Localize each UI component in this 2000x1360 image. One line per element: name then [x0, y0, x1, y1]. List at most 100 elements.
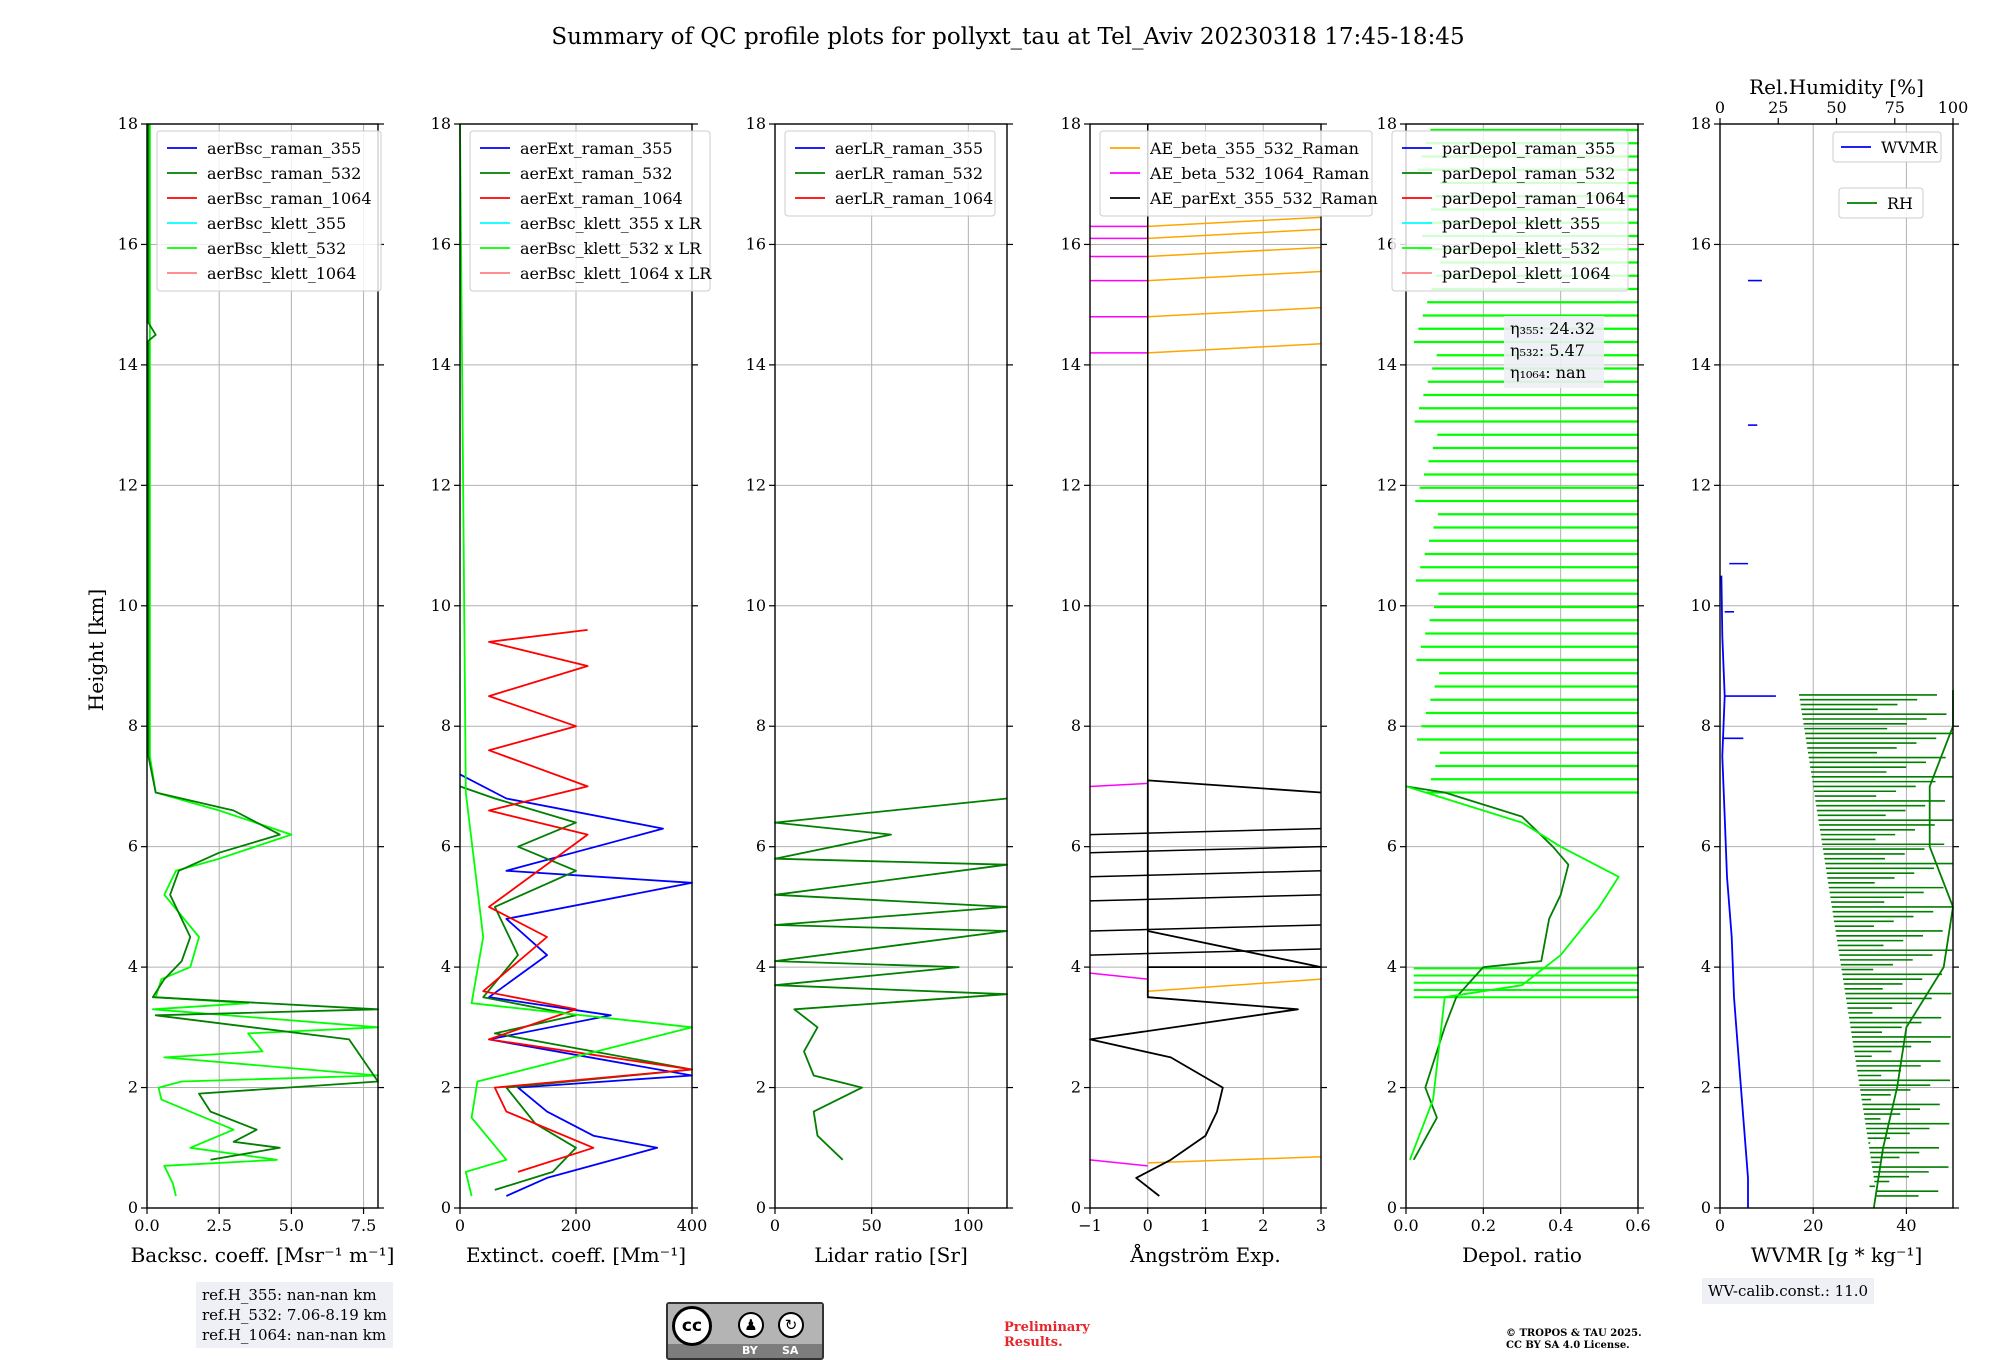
y-tick-label: 12 [746, 475, 766, 494]
y-tick-label: 0 [1701, 1198, 1711, 1217]
ae-black-segment [1089, 948, 1322, 956]
y-tick-label: 16 [746, 234, 766, 253]
x-tick-label: 1 [1200, 1216, 1210, 1235]
y-tick-label: 10 [431, 596, 451, 615]
series-aerExt_raman_1064 [482, 629, 693, 1173]
y-tick-label: 4 [1701, 957, 1711, 976]
legend-box [469, 130, 711, 292]
top-x-tick-label: 50 [1826, 98, 1846, 117]
y-tick-label: 6 [128, 837, 138, 856]
ae-orange-segment [1147, 1156, 1322, 1164]
y-tick-label: 2 [441, 1078, 451, 1097]
y-tick-label: 12 [118, 475, 138, 494]
ref-h-1064: ref.H_1064: nan-nan km [202, 1326, 387, 1344]
x-tick-label: 0 [770, 1216, 780, 1235]
panel-lr: 0 2 4 6 8 10 12 14 16 18 0 50 100 Lidar ratio [Sr] aer… [746, 114, 1013, 1267]
legend-label: aerBsc_raman_532 [207, 164, 361, 183]
legend-label: AE_beta_532_1064_Raman [1149, 164, 1369, 183]
legend-label: parDepol_klett_355 [1442, 214, 1600, 233]
x-tick-label: 200 [561, 1216, 592, 1235]
y-tick-label: 2 [128, 1078, 138, 1097]
legend-label: aerBsc_klett_532 [207, 239, 346, 258]
x-axis-label: Depol. ratio [1462, 1243, 1582, 1267]
by-attribution-icon: ♟ [738, 1312, 764, 1338]
y-tick-label: 18 [431, 114, 451, 133]
y-tick-label: 14 [746, 355, 766, 374]
y-tick-label: 0 [1387, 1198, 1397, 1217]
ae-magenta-segment [1089, 1159, 1148, 1167]
legend-label: AE_beta_355_532_Raman [1149, 139, 1359, 158]
legend-label: RH [1887, 194, 1913, 213]
ae-orange-segment [1147, 978, 1322, 992]
preliminary-line-2: Results. [1004, 1335, 1063, 1350]
x-tick-label: 20 [1803, 1216, 1823, 1235]
top-x-tick-label: 100 [1938, 98, 1969, 117]
y-tick-label: 10 [118, 596, 138, 615]
y-tick-label: 16 [431, 234, 451, 253]
series-WVMR [1720, 575, 1749, 1208]
top-x-tick-label: 25 [1768, 98, 1788, 117]
ae-magenta-segment [1089, 782, 1148, 788]
x-tick-label: 0.4 [1548, 1216, 1573, 1235]
ae-magenta-segment [1089, 972, 1148, 980]
y-tick-label: 4 [1071, 957, 1081, 976]
y-tick-label: 12 [1061, 475, 1081, 494]
y-tick-label: 6 [1701, 837, 1711, 856]
legend-label: aerExt_raman_355 [520, 139, 673, 158]
axes-frame [774, 123, 1008, 1209]
legend-label: aerBsc_klett_355 [207, 214, 346, 233]
series-aerBsc_raman_532 [147, 124, 379, 1161]
copyright-line-1: © TROPOS & TAU 2025. [1506, 1328, 1642, 1339]
eta-annotation-box [1504, 316, 1604, 388]
reference-height-box: ref.H_355: nan-nan km ref.H_532: 7.06-8.… [196, 1282, 393, 1348]
legend-label: parDepol_raman_355 [1442, 139, 1615, 158]
x-tick-label: 0 [1715, 1216, 1725, 1235]
y-tick-label: 2 [1701, 1078, 1711, 1097]
ae-black-segment [1089, 827, 1322, 836]
y-tick-label: 2 [1387, 1078, 1397, 1097]
y-tick-label: 12 [1377, 475, 1397, 494]
ref-h-355: ref.H_355: nan-nan km [202, 1286, 377, 1304]
x-tick-label: 0.2 [1471, 1216, 1496, 1235]
series-aerBsc_klett_532 x LR [459, 123, 693, 1197]
y-tick-label: 10 [746, 596, 766, 615]
axes-frame [1405, 123, 1639, 1209]
ae-black-segment [1089, 924, 1322, 932]
y-tick-label: 0 [128, 1198, 138, 1217]
wv-calib-const: WV-calib.const.: 11.0 [1708, 1282, 1869, 1300]
x-tick-label: −1 [1078, 1216, 1102, 1235]
legend-label: aerBsc_klett_532 x LR [520, 239, 702, 258]
series-aerLR_raman_532 [774, 797, 1008, 1161]
y-axis-label: Height [km] [84, 589, 108, 711]
x-tick-label: 0.0 [134, 1216, 159, 1235]
y-tick-label: 6 [756, 837, 766, 856]
ae-black-segment [1089, 845, 1322, 854]
y-tick-label: 16 [1691, 234, 1711, 253]
y-tick-label: 0 [441, 1198, 451, 1217]
x-tick-label: 0.0 [1393, 1216, 1418, 1235]
legend-label: aerBsc_raman_355 [207, 139, 361, 158]
legend-label: aerLR_raman_355 [835, 139, 983, 158]
cc-icon: cc [672, 1306, 712, 1346]
legend-label: aerLR_raman_532 [835, 164, 983, 183]
legend-box [1838, 187, 1924, 219]
y-tick-label: 6 [1071, 837, 1081, 856]
ae-orange-segment [1147, 306, 1322, 318]
x-tick-label: 0 [1143, 1216, 1153, 1235]
panel-ext: 0 2 4 6 8 10 12 14 16 18 0 200 400 Extinct. coeff. [M… [431, 114, 713, 1267]
legend-box [784, 130, 996, 217]
legend-label: AE_parExt_355_532_Raman [1149, 189, 1378, 208]
panel-bsc: 0 2 4 6 8 10 12 14 16 18 0.0 2.5 5.0 7.5 Backsc. coeff… [118, 114, 395, 1267]
y-tick-label: 12 [431, 475, 451, 494]
y-tick-label: 4 [128, 957, 138, 976]
legend-label: aerLR_raman_1064 [835, 189, 993, 208]
y-tick-label: 0 [756, 1198, 766, 1217]
top-x-tick-label: 75 [1885, 98, 1905, 117]
y-tick-label: 2 [756, 1078, 766, 1097]
ae-orange-segment [1147, 246, 1322, 258]
legend-label: aerBsc_klett_1064 [207, 264, 356, 283]
y-tick-label: 6 [1387, 837, 1397, 856]
y-tick-label: 18 [1061, 114, 1081, 133]
x-axis-label: Extinct. coeff. [Mm⁻¹] [466, 1243, 686, 1267]
ref-h-532: ref.H_532: 7.06-8.19 km [202, 1306, 387, 1324]
